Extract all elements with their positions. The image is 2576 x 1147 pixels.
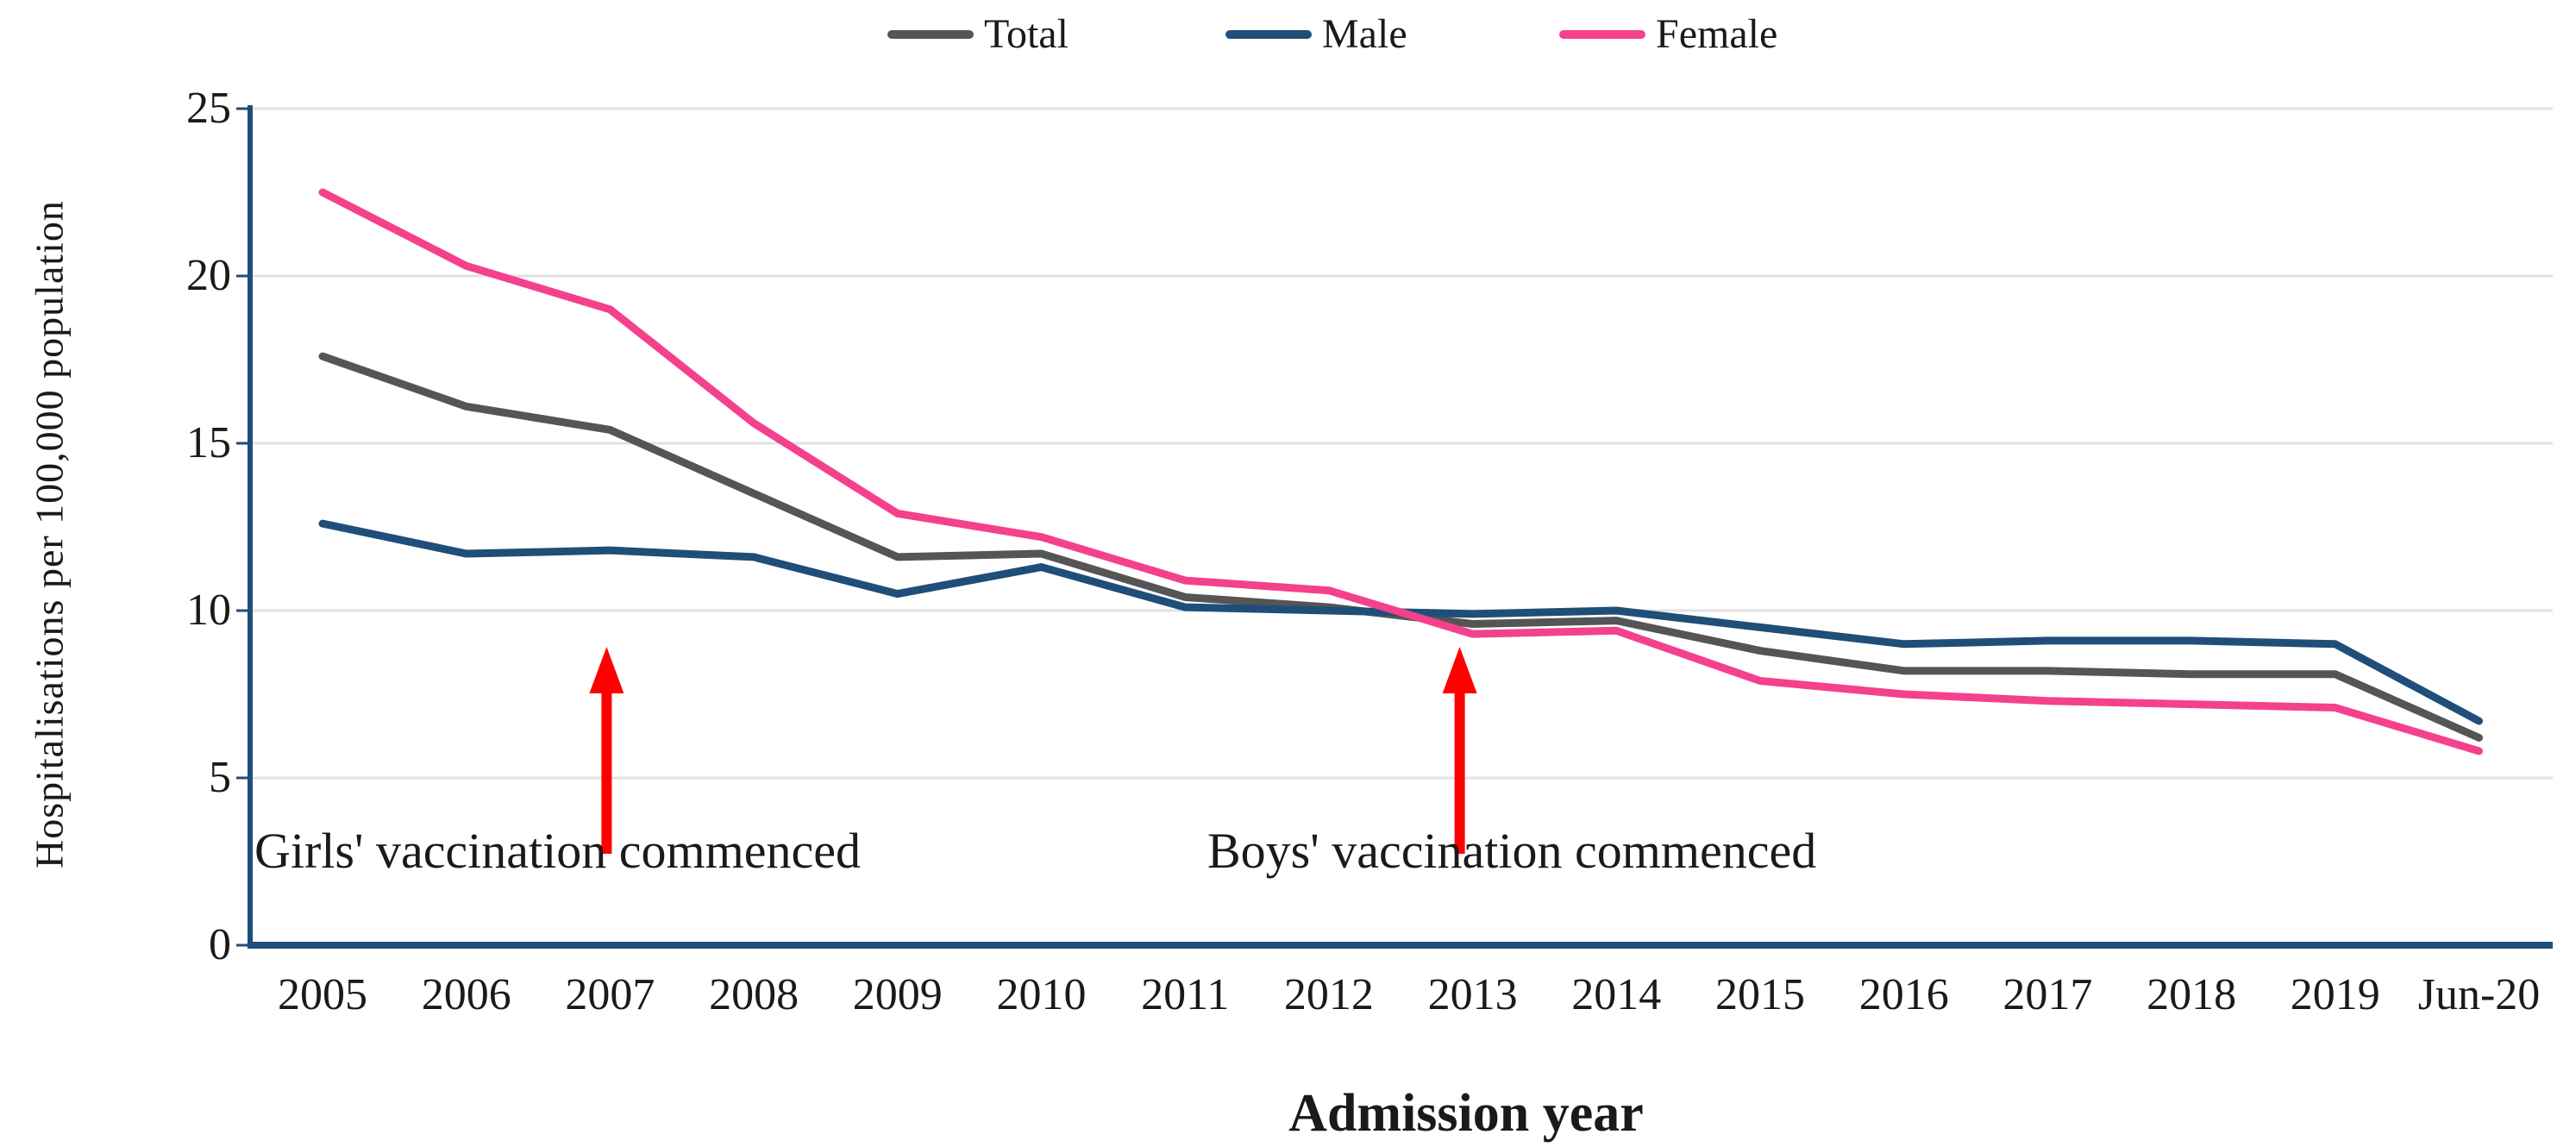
- legend-line-sample-total: [887, 30, 974, 39]
- annotation-text-2: Boys' vaccination commenced: [1207, 823, 1817, 879]
- x-tick-label-2011: 2011: [1141, 970, 1230, 1019]
- y-axis-title: Hospitalisations per 100,000 population: [27, 200, 72, 869]
- x-axis-title: Admission year: [1288, 1084, 1644, 1143]
- y-tick-label-5: 5: [209, 753, 231, 802]
- x-tick-label-2016: 2016: [1858, 970, 1949, 1019]
- annotation-text-1: Girls' vaccination commenced: [254, 823, 861, 879]
- x-tick-label-2005: 2005: [278, 970, 367, 1019]
- vaccination-arrow-1: [589, 647, 624, 854]
- legend-item-total: Total: [887, 9, 1069, 60]
- x-tick-label-2008: 2008: [709, 970, 799, 1019]
- y-tick-label-0: 0: [209, 920, 231, 969]
- x-tick-label-2018: 2018: [2147, 970, 2237, 1019]
- x-tick-label-2007: 2007: [565, 970, 655, 1019]
- y-tick-label-10: 10: [186, 586, 231, 635]
- series-line-male: [318, 519, 2483, 725]
- vaccination-arrow-2: [1442, 647, 1477, 854]
- legend-line-sample-female: [1559, 30, 1645, 39]
- x-tick-label-2017: 2017: [2003, 970, 2093, 1019]
- x-tick-label-2015: 2015: [1715, 970, 1805, 1019]
- y-tick-label-20: 20: [186, 251, 231, 300]
- legend-label: Male: [1322, 11, 1407, 57]
- legend-item-female: Female: [1559, 9, 1777, 60]
- legend-item-male: Male: [1225, 9, 1407, 60]
- legend-label: Total: [984, 11, 1069, 57]
- x-tick-label-2013: 2013: [1427, 970, 1518, 1019]
- x-tick-label-2009: 2009: [852, 970, 943, 1019]
- x-tick-label-2014: 2014: [1571, 970, 1662, 1019]
- legend-label: Female: [1656, 11, 1778, 57]
- legend-line-sample-male: [1225, 30, 1312, 39]
- x-tick-label-2012: 2012: [1283, 970, 1374, 1019]
- x-tick-label-Jun-20: Jun-20: [2417, 970, 2541, 1019]
- y-tick-label-25: 25: [186, 84, 231, 133]
- series-line-total: [318, 352, 2483, 742]
- x-tick-label-2006: 2006: [421, 970, 511, 1019]
- x-tick-label-2010: 2010: [996, 970, 1087, 1019]
- legend: Total Male Female: [0, 9, 2576, 60]
- y-tick-label-15: 15: [186, 418, 231, 467]
- x-tick-label-2019: 2019: [2290, 970, 2380, 1019]
- series-line-female: [318, 188, 2483, 755]
